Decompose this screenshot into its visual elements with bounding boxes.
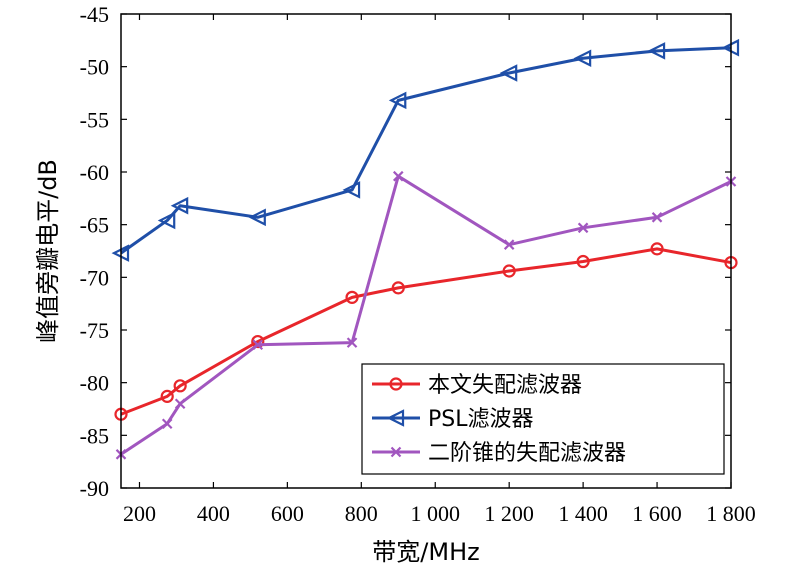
y-tick-label: -75 (80, 318, 109, 343)
y-tick-label: -85 (80, 423, 109, 448)
x-tick-label: 800 (345, 501, 378, 526)
x-tick-label: 200 (123, 501, 156, 526)
y-tick-label: -55 (80, 107, 109, 132)
x-tick-label: 600 (271, 501, 304, 526)
data-point (502, 264, 516, 278)
data-point (345, 290, 359, 304)
legend-marker (390, 446, 402, 458)
data-point (346, 337, 358, 348)
axis-layer: 200 400 600 800 1 000 1 200 1 400 1 600 1 800 -45… (80, 2, 756, 526)
data-point (388, 91, 407, 110)
data-point (174, 398, 186, 410)
legend-box (361, 363, 725, 475)
x-tick-label: 1 400 (558, 501, 608, 526)
data-point (170, 196, 189, 215)
y-tick-label: -60 (80, 160, 109, 185)
y-tick-label: -70 (80, 265, 109, 290)
plot-frame (120, 13, 732, 489)
legend-marker (386, 409, 405, 427)
data-point (391, 281, 405, 295)
plot-layer (111, 38, 740, 460)
legend-marker (389, 377, 403, 391)
data-point (392, 170, 404, 182)
series-line (120, 247, 732, 416)
data-point (647, 42, 666, 60)
x-axis-label: 带宽/MHz (372, 538, 479, 566)
data-point (161, 418, 173, 430)
data-point (248, 208, 266, 227)
y-tick-label: -45 (80, 2, 109, 27)
data-point (251, 334, 265, 349)
legend-label: 二阶锥的失配滤波器 (428, 441, 626, 466)
x-tick-label: 1 600 (632, 501, 682, 526)
data-point (576, 254, 590, 269)
x-tick-label: 1 800 (706, 501, 756, 526)
y-tick-label: -80 (80, 371, 109, 396)
data-point (342, 181, 361, 199)
series-line (120, 174, 732, 456)
data-point (651, 212, 663, 223)
y-tick-label: -50 (80, 55, 109, 80)
legend-label: PSL滤波器 (428, 407, 534, 432)
data-point (573, 49, 592, 68)
legend-label: 本文失配滤波器 (428, 373, 582, 398)
data-point (173, 379, 187, 393)
y-tick-label: -90 (80, 476, 109, 501)
x-tick-label: 1 200 (484, 501, 534, 526)
y-tick-label: -65 (80, 213, 109, 238)
data-point (160, 389, 174, 403)
data-point (499, 64, 518, 82)
data-point (577, 222, 589, 234)
data-point (650, 242, 664, 256)
data-point (503, 239, 515, 250)
data-point (157, 211, 176, 230)
y-axis-label: 峰值旁瓣电平/dB (34, 159, 62, 343)
data-point (252, 339, 264, 351)
x-tick-label: 1 000 (410, 501, 460, 526)
x-tick-label: 400 (197, 501, 230, 526)
